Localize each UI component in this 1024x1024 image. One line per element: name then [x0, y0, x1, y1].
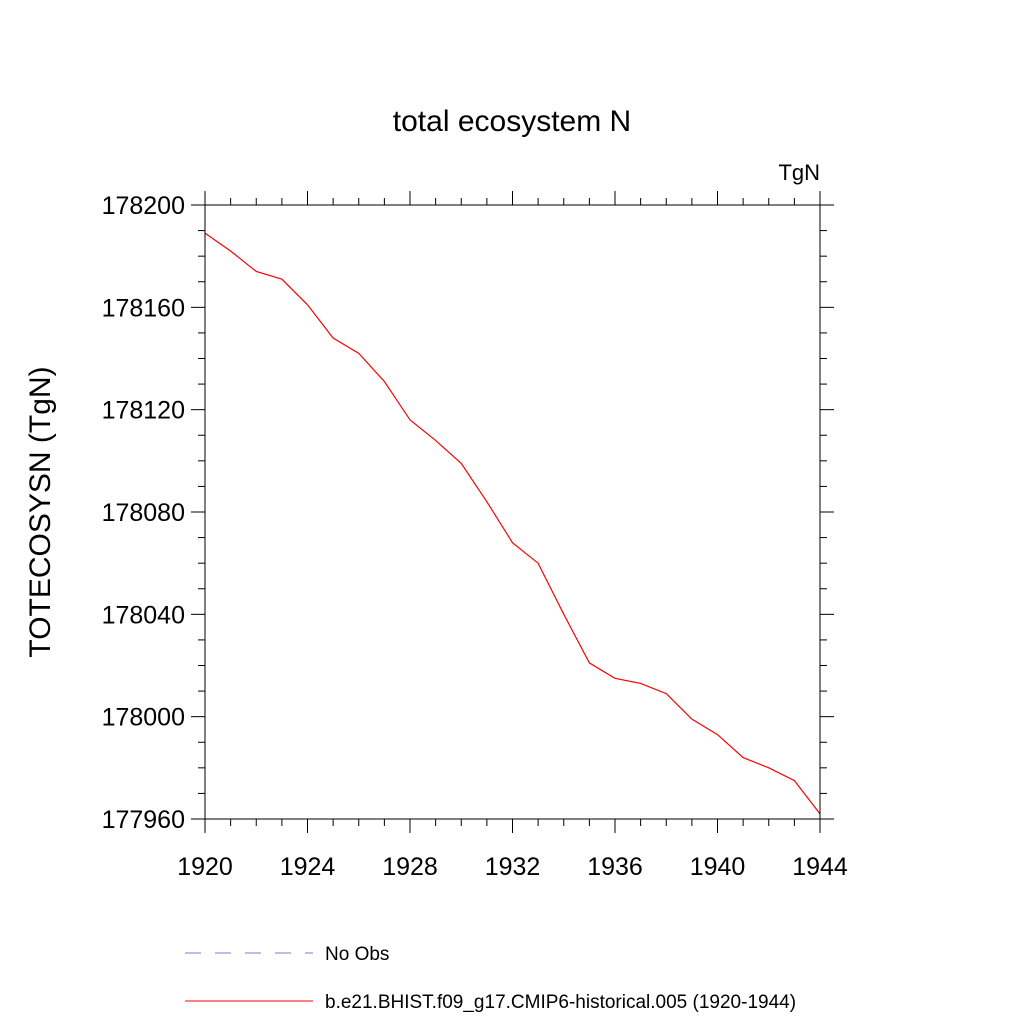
- x-axis-ticks: 1920 1924 1928 1932 1936 1940 1944: [177, 191, 848, 881]
- x-tick-label: 1928: [382, 853, 438, 881]
- x-tick-label: 1932: [485, 853, 541, 881]
- x-tick-label: 1944: [792, 853, 848, 881]
- units-label: TgN: [778, 160, 820, 185]
- series-layer: [204, 232, 821, 815]
- legend-no-obs-label: No Obs: [325, 944, 389, 965]
- y-tick-label: 178200: [102, 192, 185, 220]
- y-tick-label: 178000: [102, 704, 185, 732]
- plot-frame: [204, 204, 821, 820]
- y-tick-label: 177960: [102, 806, 185, 834]
- y-axis-ticks: 177960 178000 178040 178080 178120 178160 1782…: [102, 192, 834, 834]
- y-tick-label: 178080: [102, 499, 185, 527]
- y-tick-label: 178120: [102, 397, 185, 425]
- x-tick-label: 1924: [280, 853, 336, 881]
- chart-title: total ecosystem N: [393, 105, 631, 138]
- x-tick-label: 1920: [177, 853, 233, 881]
- legend: No Obs b.e21.BHIST.f09_g17.CMIP6-histori…: [185, 944, 796, 1013]
- x-tick-label: 1940: [690, 853, 746, 881]
- x-tick-label: 1936: [587, 853, 643, 881]
- series-line: [204, 232, 821, 815]
- y-tick-label: 178040: [102, 601, 185, 629]
- legend-model-label: b.e21.BHIST.f09_g17.CMIP6-historical.005…: [325, 992, 796, 1013]
- y-axis-label: TOTECOSYSN (TgN): [24, 366, 57, 657]
- y-tick-label: 178160: [102, 294, 185, 322]
